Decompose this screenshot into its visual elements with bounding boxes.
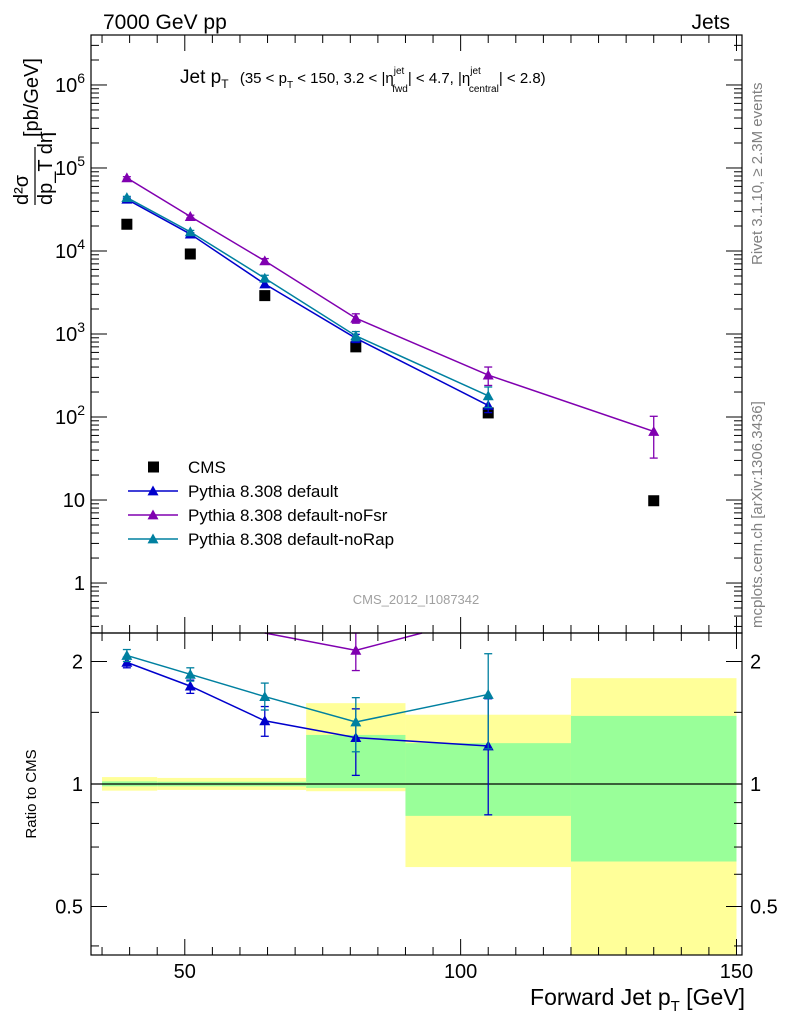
- legend-marker: [148, 461, 159, 473]
- legend-marker: [147, 485, 159, 496]
- ratio-y-tick-label: 1: [72, 774, 83, 796]
- ratio-y-tick-label: 1: [750, 774, 761, 796]
- y-axis-label-den: dp_T dη: [35, 132, 57, 205]
- mc-data-point: [259, 272, 271, 283]
- x-tick-label: 150: [720, 961, 753, 983]
- mc-data-point: [184, 211, 196, 221]
- ratio-series-line: [264, 632, 423, 652]
- legend-label: Pythia 8.308 default-noFsr: [188, 506, 388, 525]
- x-tick-label: 100: [444, 961, 477, 983]
- cms-data-point: [184, 248, 196, 260]
- mc-data-point: [482, 369, 494, 380]
- ratio-y-tick-label: 2: [72, 652, 83, 674]
- ratio-data-point: [184, 680, 196, 691]
- main-panel: 1 10 102 103 104 105 106 CMS_2012_I1087342 Jet…: [11, 34, 743, 634]
- y-axis-label: d²σ dp_T dη [pb/GeV]: [11, 58, 57, 205]
- y-axis-label-num: d²σ: [11, 174, 33, 205]
- ratio-y-tick-label: 0.5: [55, 896, 83, 918]
- y-tick-label: 102: [55, 402, 85, 429]
- x-tick-label: 50: [174, 961, 196, 983]
- mc-data-point: [259, 255, 271, 266]
- y-tick-label: 105: [55, 153, 85, 180]
- plot-title: Jet pT (35 < pT < 150, 3.2 < |ηjet fwd| <…: [180, 66, 546, 95]
- legend-label: CMS: [188, 458, 226, 477]
- ratio-data-point: [482, 688, 494, 699]
- y-tick-label: 106: [55, 70, 85, 97]
- ratio-data-point: [350, 716, 362, 727]
- legend-label: Pythia 8.308 default-noRap: [188, 530, 394, 549]
- series-line: [126, 177, 654, 433]
- x-axis-label: Forward Jet pT [GeV]: [530, 984, 745, 1015]
- cms-data-point: [259, 290, 271, 302]
- y-tick-label: 103: [55, 319, 85, 346]
- y-tick-label: 1: [74, 573, 85, 595]
- mc-data-point: [482, 390, 494, 401]
- mc-data-point: [121, 172, 133, 183]
- ratio-y-tick-label: 2: [750, 652, 761, 674]
- series-line: [126, 198, 489, 407]
- legend-marker: [147, 509, 159, 520]
- ratio-frame: [90, 632, 743, 956]
- legend-marker: [147, 533, 159, 544]
- mc-data-point: [648, 425, 660, 436]
- cms-data-point: [648, 495, 660, 507]
- header-left: 7000 GeV pp: [103, 11, 227, 34]
- watermark: CMS_2012_I1087342: [353, 592, 480, 607]
- ratio-data-point: [259, 691, 271, 701]
- mc-data-point: [121, 192, 133, 202]
- uncertainty-band-green: [570, 715, 737, 862]
- mcplots-label: mcplots.cern.ch [arXiv:1306.3436]: [749, 401, 766, 628]
- ratio-panel: 0.5 0.5 1 1 2 2 50 100 150 Ratio to CMS: [23, 632, 778, 983]
- ratio-data-point: [259, 715, 271, 726]
- rivet-label: Rivet 3.1.10, ≥ 2.3M events: [749, 83, 766, 266]
- series-line: [126, 196, 489, 397]
- y-tick-label: 10: [63, 490, 85, 512]
- header-right: Jets: [691, 11, 730, 34]
- cms-data-point: [350, 341, 362, 353]
- mc-data-point: [350, 330, 362, 341]
- ratio-y-label: Ratio to CMS: [23, 749, 40, 838]
- ratio-y-tick-label: 0.5: [750, 896, 778, 918]
- ratio-data-point: [121, 649, 133, 660]
- legend-label: Pythia 8.308 default: [188, 482, 339, 501]
- ratio-data-point: [184, 668, 196, 679]
- mc-data-point: [259, 278, 271, 289]
- ratio-data-point: [350, 644, 362, 655]
- y-axis-label-unit: [pb/GeV]: [21, 58, 43, 137]
- mc-data-point: [350, 312, 362, 323]
- mc-data-point: [184, 226, 196, 237]
- cms-data-point: [121, 218, 133, 230]
- legend: CMS Pythia 8.308 default Pythia 8.308 defa…: [128, 458, 394, 549]
- y-tick-label: 104: [55, 236, 85, 263]
